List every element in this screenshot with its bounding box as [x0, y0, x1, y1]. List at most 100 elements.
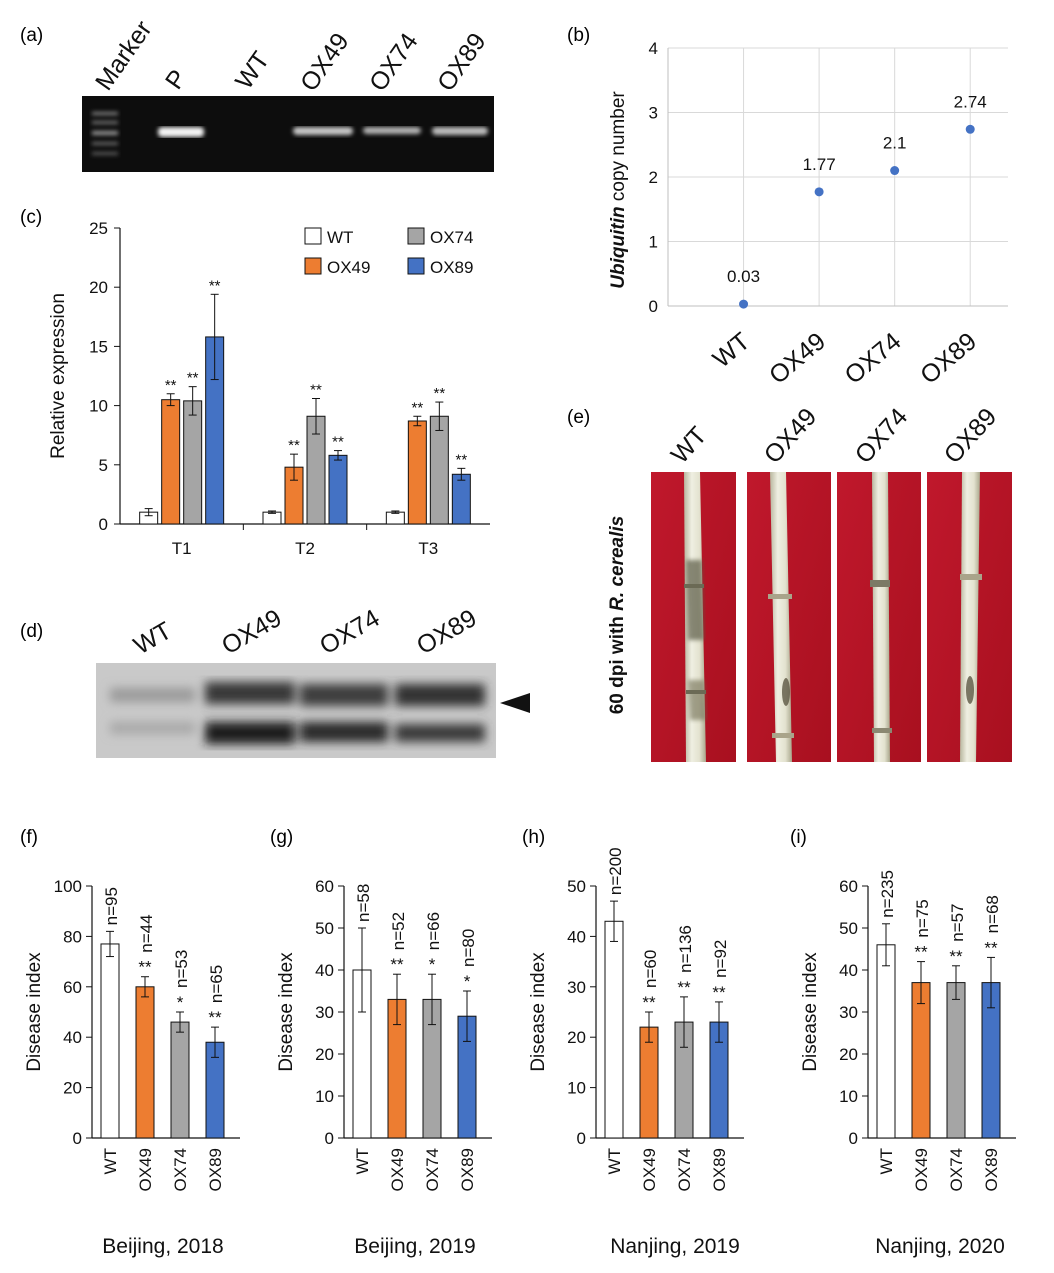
panel-i: (i) Nanjing, 2020 0 10 20 30 40 50 60 Disease i…: [790, 827, 1016, 1258]
legend-swatch: [304, 257, 322, 275]
bar: [385, 511, 405, 525]
lane-label-wt: WT: [230, 47, 275, 95]
bar: [451, 473, 471, 525]
photo-ox49: [747, 472, 831, 762]
y-tick-label: 20: [567, 1028, 586, 1047]
y-tick-label: 20: [63, 1079, 82, 1098]
n-label: n=58: [354, 884, 373, 922]
significance-label: **: [642, 993, 656, 1012]
bar: [328, 454, 348, 525]
lane-label-ox49: OX49: [295, 28, 355, 96]
y-tick-label: 80: [63, 927, 82, 946]
photo-ox74: [837, 472, 921, 762]
bar: [876, 944, 896, 1139]
data-label: 0.03: [727, 267, 760, 286]
x-tick-label: OX89: [982, 1148, 1001, 1191]
y-tick-label: 10: [567, 1079, 586, 1098]
panel-i-label: (i): [790, 827, 807, 848]
y-tick-label: 50: [839, 919, 858, 938]
blot-image: [96, 663, 496, 758]
y-tick-label: 15: [89, 337, 108, 356]
n-label: n=200: [606, 847, 625, 895]
photo-label-wt: WT: [666, 421, 713, 469]
n-label: n=68: [983, 895, 1002, 933]
panel-g-label: (g): [270, 827, 293, 848]
significance-label: **: [914, 943, 928, 962]
ylabel-rest: copy number: [608, 91, 629, 207]
data-label: 2.1: [883, 134, 907, 153]
significance-label: **: [949, 947, 963, 966]
y-tick-label: 60: [839, 877, 858, 896]
y-tick-label: 40: [567, 927, 586, 946]
y-tick-label: 40: [839, 961, 858, 980]
x-tick-label: OX49: [764, 327, 831, 390]
n-label: n=80: [459, 929, 478, 967]
data-label: 1.77: [803, 155, 836, 174]
significance-label: **: [165, 377, 177, 394]
blot-lane-ox49: OX49: [217, 604, 286, 660]
panel-h: (h) Nanjing, 2019 0 10 20 30 40 50 Disease ind…: [522, 827, 744, 1258]
gel-bands: [158, 127, 488, 137]
y-tick-label: 60: [315, 877, 334, 896]
photo-label-ox89: OX89: [939, 403, 1003, 469]
significance-label: **: [712, 983, 726, 1002]
bar: [170, 1021, 190, 1139]
x-tick-label: WT: [708, 327, 756, 373]
y-tick-label: 0: [99, 515, 108, 534]
n-label: n=235: [878, 870, 897, 918]
significance-label: **: [310, 381, 322, 398]
panel-b-label: (b): [567, 25, 590, 46]
y-tick-label: 20: [315, 1045, 334, 1064]
y-tick-label: 20: [839, 1045, 858, 1064]
bar: [604, 920, 624, 1139]
n-label: n=75: [913, 899, 932, 937]
x-tick-label: OX49: [640, 1148, 659, 1191]
y-tick-label: 10: [89, 397, 108, 416]
panel-h-label: (h): [522, 827, 545, 848]
panel-e: (e) 60 dpi with R. cerealis: [567, 403, 1012, 762]
x-tick-label: WT: [877, 1148, 896, 1174]
x-tick-label: WT: [605, 1148, 624, 1174]
significance-label: **: [187, 370, 199, 387]
x-tick-label: OX89: [710, 1148, 729, 1191]
x-tick-label: OX49: [912, 1148, 931, 1191]
y-tick-label: 20: [89, 278, 108, 297]
x-tick-label: OX89: [206, 1148, 225, 1191]
significance-label: **: [677, 978, 691, 997]
band-ox89: [432, 127, 488, 135]
bar: [183, 400, 203, 525]
significance-label: **: [411, 399, 423, 416]
panel-h-site: Nanjing, 2019: [610, 1235, 740, 1258]
lane-label-p: P: [160, 65, 193, 95]
band-p: [158, 127, 204, 137]
panel-f-label: (f): [20, 827, 38, 848]
y-tick-label: 0: [73, 1129, 82, 1148]
legend-label: WT: [327, 228, 353, 247]
x-tick-label: OX74: [675, 1148, 694, 1191]
panel-g: (g) Beijing, 2019 0 10 20 30 40 50 60 Disease i…: [270, 827, 492, 1258]
n-label: n=44: [137, 914, 156, 952]
significance-label: *: [464, 972, 471, 991]
significance-label: **: [208, 1008, 222, 1027]
panel-e-label: (e): [567, 407, 590, 428]
y-tick-label: 0: [649, 297, 658, 316]
significance-label: *: [429, 955, 436, 974]
band-ox49: [293, 127, 353, 135]
band-ox74: [363, 127, 421, 134]
scatter-point: [739, 299, 749, 309]
y-tick-label: 40: [63, 1028, 82, 1047]
panel-b-ylabel: Ubiquitin copy number: [608, 91, 629, 289]
y-tick-label: 3: [649, 104, 658, 123]
x-tick-label: T3: [418, 539, 438, 558]
y-tick-label: 50: [567, 877, 586, 896]
lane-label-ox89: OX89: [432, 28, 492, 96]
x-tick-label: OX74: [171, 1148, 190, 1191]
y-tick-label: 0: [325, 1129, 334, 1148]
bar: [639, 1026, 659, 1139]
panel-f-site: Beijing, 2018: [102, 1235, 223, 1258]
photo-wt: [651, 472, 736, 762]
significance-label: **: [984, 938, 998, 957]
y-tick-label: 40: [315, 961, 334, 980]
legend-swatch: [407, 257, 425, 275]
